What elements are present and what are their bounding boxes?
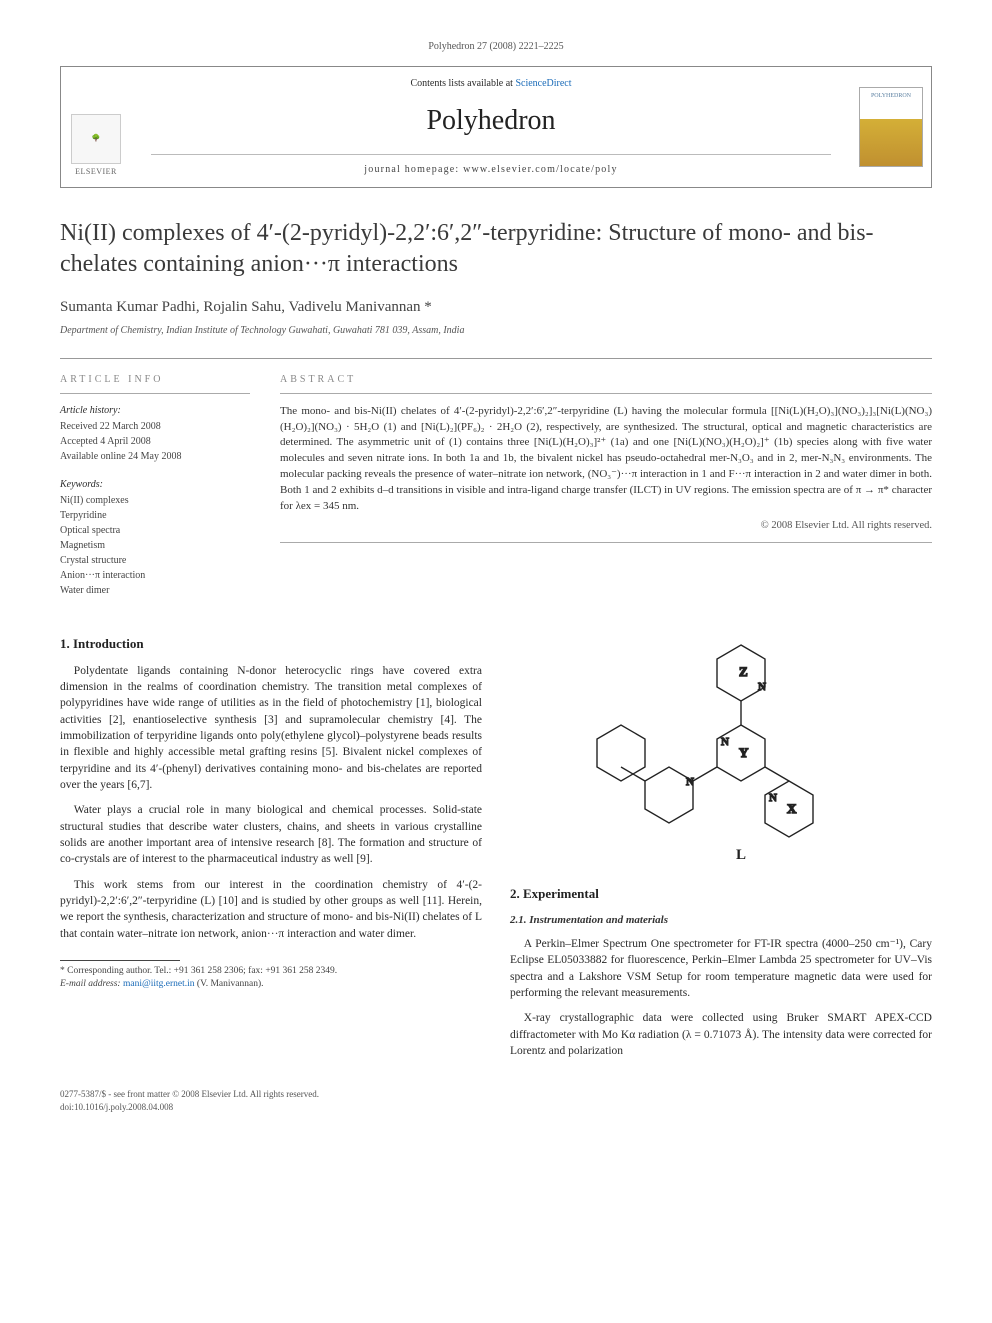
keyword: Magnetism	[60, 539, 250, 553]
sciencedirect-link[interactable]: ScienceDirect	[515, 78, 571, 89]
article-title: Ni(II) complexes of 4′-(2-pyridyl)-2,2′:…	[60, 218, 932, 280]
contents-available-line: Contents lists available at ScienceDirec…	[131, 77, 851, 91]
header-center: Contents lists available at ScienceDirec…	[131, 67, 851, 187]
issn-line: 0277-5387/$ - see front matter © 2008 El…	[60, 1088, 932, 1101]
svg-text:N: N	[769, 792, 777, 804]
abstract-block: ABSTRACT The mono- and bis-Ni(II) chelat…	[280, 373, 932, 599]
article-info-block: ARTICLE INFO Article history: Received 2…	[60, 373, 250, 599]
section-2-1-heading: 2.1. Instrumentation and materials	[510, 913, 932, 928]
svg-text:N: N	[721, 736, 729, 748]
keyword: Water dimer	[60, 584, 250, 598]
accepted-date: Accepted 4 April 2008	[60, 435, 250, 449]
right-column: Z N Y N N	[510, 625, 932, 1069]
abstract-rule	[280, 393, 932, 394]
doi-line: doi:10.1016/j.poly.2008.04.008	[60, 1101, 932, 1114]
journal-cover-block: POLYHEDRON	[851, 67, 931, 187]
running-citation: Polyhedron 27 (2008) 2221–2225	[60, 40, 932, 54]
intro-p3: This work stems from our interest in the…	[60, 877, 482, 942]
section-2-heading: 2. Experimental	[510, 885, 932, 903]
author-list: Sumanta Kumar Padhi, Rojalin Sahu, Vadiv…	[60, 297, 932, 318]
abstract-text: The mono- and bis-Ni(II) chelates of 4′-…	[280, 404, 932, 516]
journal-homepage: journal homepage: www.elsevier.com/locat…	[151, 154, 831, 177]
abstract-end-rule	[280, 542, 932, 543]
elsevier-tree-icon: 🌳	[71, 114, 121, 164]
svg-text:Z: Z	[739, 664, 748, 679]
intro-p1: Polydentate ligands containing N-donor h…	[60, 663, 482, 794]
received-date: Received 22 March 2008	[60, 420, 250, 434]
email-suffix: (V. Manivannan).	[195, 979, 264, 989]
exp-p1: A Perkin–Elmer Spectrum One spectrometer…	[510, 936, 932, 1001]
page-footer: 0277-5387/$ - see front matter © 2008 El…	[60, 1088, 932, 1113]
journal-name: Polyhedron	[131, 101, 851, 140]
publisher-name: ELSEVIER	[75, 166, 117, 177]
exp-p2: X-ray crystallographic data were collect…	[510, 1010, 932, 1059]
contents-prefix: Contents lists available at	[410, 78, 515, 89]
ligand-svg: Z N Y N N	[591, 635, 851, 865]
svg-text:N: N	[686, 776, 694, 788]
journal-cover-thumbnail: POLYHEDRON	[859, 87, 923, 167]
keyword: Optical spectra	[60, 524, 250, 538]
keyword: Ni(II) complexes	[60, 494, 250, 508]
body-columns: 1. Introduction Polydentate ligands cont…	[60, 625, 932, 1069]
article-info-heading: ARTICLE INFO	[60, 373, 250, 387]
history-label: Article history:	[60, 404, 250, 418]
corr-line: * Corresponding author. Tel.: +91 361 25…	[60, 965, 482, 978]
ligand-structure-figure: Z N Y N N	[510, 635, 932, 865]
intro-p2: Water plays a crucial role in many biolo…	[60, 802, 482, 867]
keyword: Crystal structure	[60, 554, 250, 568]
corr-email-link[interactable]: mani@iitg.ernet.in	[123, 979, 195, 989]
email-label: E-mail address:	[60, 979, 123, 989]
left-column: 1. Introduction Polydentate ligands cont…	[60, 625, 482, 1069]
svg-text:L: L	[736, 847, 746, 863]
footnote-rule	[60, 960, 180, 961]
keyword: Terpyridine	[60, 509, 250, 523]
title-rule	[60, 358, 932, 359]
section-1-heading: 1. Introduction	[60, 635, 482, 653]
affiliation: Department of Chemistry, Indian Institut…	[60, 324, 932, 338]
authors-text: Sumanta Kumar Padhi, Rojalin Sahu, Vadiv…	[60, 299, 432, 315]
svg-text:X: X	[787, 801, 797, 816]
journal-header-box: 🌳 ELSEVIER Contents lists available at S…	[60, 66, 932, 188]
keywords-label: Keywords:	[60, 478, 250, 492]
svg-text:N: N	[758, 681, 766, 693]
email-line: E-mail address: mani@iitg.ernet.in (V. M…	[60, 978, 482, 991]
svg-text:Y: Y	[739, 745, 749, 760]
publisher-logo-block: 🌳 ELSEVIER	[61, 67, 131, 187]
online-date: Available online 24 May 2008	[60, 450, 250, 464]
abstract-copyright: © 2008 Elsevier Ltd. All rights reserved…	[280, 519, 932, 534]
abstract-heading: ABSTRACT	[280, 373, 932, 387]
keyword: Anion···π interaction	[60, 569, 250, 583]
corresponding-author-note: * Corresponding author. Tel.: +91 361 25…	[60, 965, 482, 991]
meta-abstract-row: ARTICLE INFO Article history: Received 2…	[60, 373, 932, 599]
info-rule	[60, 393, 250, 394]
